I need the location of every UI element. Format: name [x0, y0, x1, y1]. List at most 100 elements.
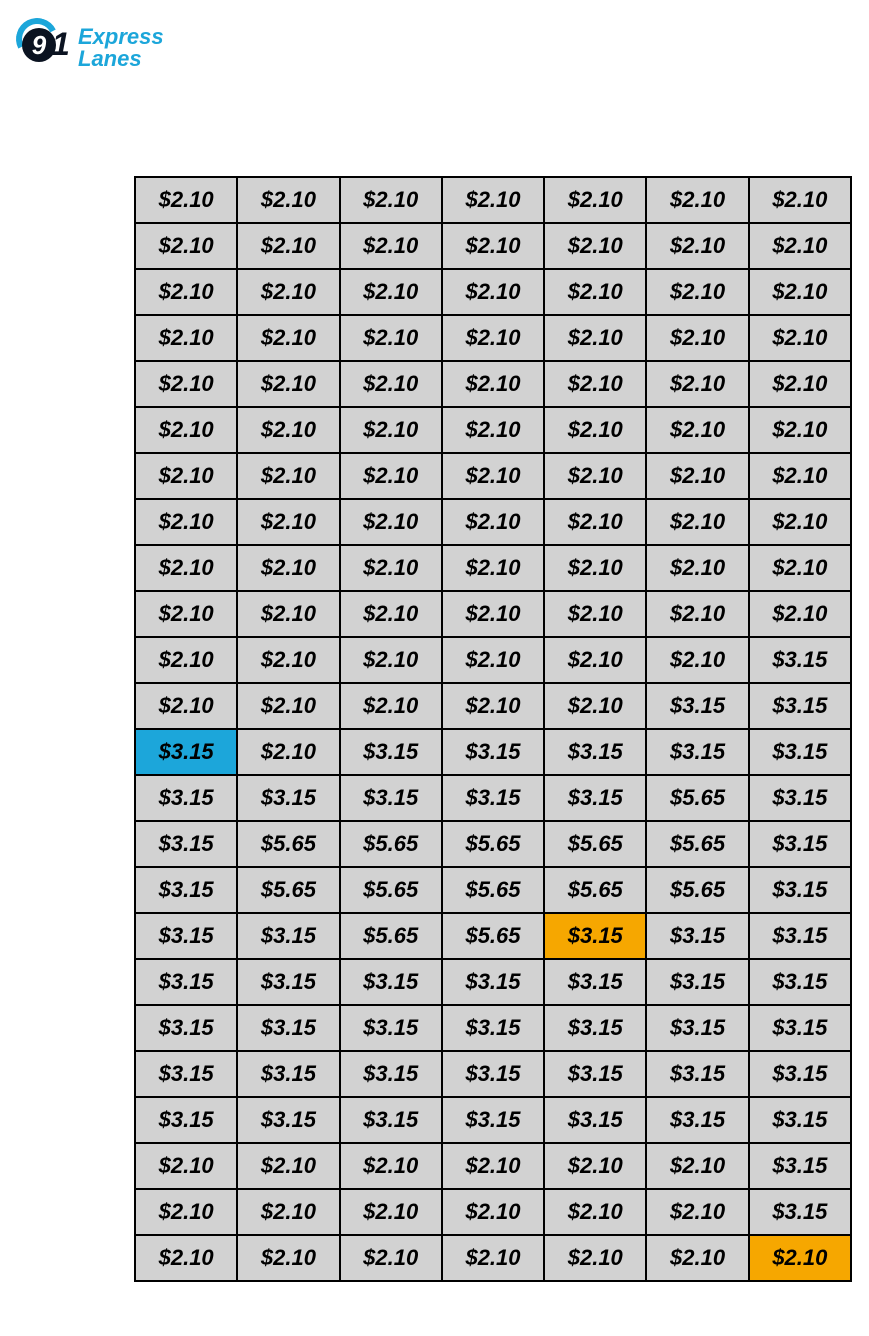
price-cell: $3.15: [544, 959, 646, 1005]
table-row: $3.15$3.15$3.15$3.15$3.15$5.65$3.15: [135, 775, 851, 821]
price-cell: $2.10: [544, 315, 646, 361]
price-cell: $3.15: [646, 729, 748, 775]
price-cell: $2.10: [544, 591, 646, 637]
price-cell: $2.10: [646, 1143, 748, 1189]
price-cell: $2.10: [237, 591, 339, 637]
price-cell: $3.15: [749, 1005, 851, 1051]
price-cell: $2.10: [340, 453, 442, 499]
price-cell: $2.10: [544, 177, 646, 223]
price-cell: $2.10: [237, 729, 339, 775]
price-cell: $3.15: [442, 1051, 544, 1097]
price-cell: $2.10: [237, 177, 339, 223]
price-cell: $2.10: [749, 361, 851, 407]
price-cell: $2.10: [135, 499, 237, 545]
table-row: $2.10$2.10$2.10$2.10$2.10$2.10$3.15: [135, 1189, 851, 1235]
price-cell: $3.15: [237, 1051, 339, 1097]
table-row: $3.15$5.65$5.65$5.65$5.65$5.65$3.15: [135, 821, 851, 867]
price-cell: $3.15: [135, 913, 237, 959]
price-cell: $2.10: [442, 637, 544, 683]
price-cell: $2.10: [442, 315, 544, 361]
price-cell: $2.10: [442, 407, 544, 453]
price-cell: $2.10: [237, 223, 339, 269]
price-cell: $2.10: [749, 177, 851, 223]
price-cell: $2.10: [442, 545, 544, 591]
price-cell: $2.10: [749, 315, 851, 361]
price-cell: $2.10: [340, 407, 442, 453]
price-cell: $3.15: [646, 959, 748, 1005]
price-cell: $2.10: [442, 591, 544, 637]
price-cell: $2.10: [340, 223, 442, 269]
price-cell: $2.10: [135, 683, 237, 729]
price-cell: $5.65: [340, 913, 442, 959]
price-cell: $3.15: [135, 1097, 237, 1143]
price-cell: $2.10: [237, 361, 339, 407]
price-cell: $3.15: [646, 913, 748, 959]
price-cell: $5.65: [442, 867, 544, 913]
price-cell: $3.15: [749, 683, 851, 729]
price-cell: $2.10: [237, 1143, 339, 1189]
price-cell: $3.15: [340, 1097, 442, 1143]
table-row: $2.10$2.10$2.10$2.10$2.10$2.10$2.10: [135, 591, 851, 637]
price-cell: $3.15: [135, 1051, 237, 1097]
price-cell: $5.65: [442, 913, 544, 959]
table-row: $3.15$3.15$5.65$5.65$3.15$3.15$3.15: [135, 913, 851, 959]
price-cell: $3.15: [442, 1005, 544, 1051]
price-cell: $2.10: [544, 1189, 646, 1235]
price-cell: $2.10: [237, 1235, 339, 1281]
brand-logo: 9 1 Express Lanes: [18, 20, 218, 76]
price-cell: $2.10: [237, 545, 339, 591]
price-cell: $2.10: [340, 499, 442, 545]
table-row: $3.15$3.15$3.15$3.15$3.15$3.15$3.15: [135, 959, 851, 1005]
price-cell: $3.15: [749, 637, 851, 683]
price-cell: $2.10: [237, 1189, 339, 1235]
price-cell: $2.10: [544, 223, 646, 269]
price-cell: $2.10: [646, 591, 748, 637]
price-cell: $3.15: [749, 959, 851, 1005]
price-cell: $2.10: [646, 407, 748, 453]
price-cell: $3.15: [749, 1189, 851, 1235]
table-row: $2.10$2.10$2.10$2.10$2.10$2.10$3.15: [135, 1143, 851, 1189]
price-cell: $5.65: [544, 821, 646, 867]
price-cell: $2.10: [544, 1143, 646, 1189]
table-row: $2.10$2.10$2.10$2.10$2.10$2.10$2.10: [135, 1235, 851, 1281]
price-cell: $3.15: [442, 1097, 544, 1143]
table-row: $3.15$5.65$5.65$5.65$5.65$5.65$3.15: [135, 867, 851, 913]
price-cell: $2.10: [749, 545, 851, 591]
table-row: $2.10$2.10$2.10$2.10$2.10$2.10$3.15: [135, 637, 851, 683]
table-row: $2.10$2.10$2.10$2.10$2.10$2.10$2.10: [135, 545, 851, 591]
brand-text: Express Lanes: [78, 26, 164, 70]
price-cell: $2.10: [340, 545, 442, 591]
price-cell: $5.65: [340, 821, 442, 867]
price-cell: $2.10: [749, 269, 851, 315]
price-cell: $5.65: [237, 867, 339, 913]
price-cell: $5.65: [646, 821, 748, 867]
price-cell: $3.15: [749, 729, 851, 775]
price-cell: $2.10: [646, 177, 748, 223]
price-cell: $5.65: [442, 821, 544, 867]
price-cell: $3.15: [749, 821, 851, 867]
brand-line1: Express: [78, 26, 164, 48]
price-cell: $3.15: [340, 1051, 442, 1097]
price-cell: $2.10: [442, 1189, 544, 1235]
price-cell: $3.15: [646, 1005, 748, 1051]
price-cell: $2.10: [442, 499, 544, 545]
price-cell: $2.10: [237, 499, 339, 545]
price-cell: $3.15: [646, 683, 748, 729]
price-cell: $3.15: [646, 1051, 748, 1097]
price-cell: $3.15: [749, 1097, 851, 1143]
price-cell: $2.10: [237, 683, 339, 729]
price-cell: $2.10: [749, 499, 851, 545]
price-cell: $2.10: [340, 591, 442, 637]
price-cell: $3.15: [135, 821, 237, 867]
price-cell: $2.10: [237, 269, 339, 315]
price-cell: $3.15: [442, 775, 544, 821]
price-cell: $3.15: [544, 1051, 646, 1097]
price-cell: $2.10: [646, 545, 748, 591]
price-cell: $2.10: [340, 269, 442, 315]
table-row: $3.15$2.10$3.15$3.15$3.15$3.15$3.15: [135, 729, 851, 775]
price-cell: $2.10: [544, 1235, 646, 1281]
price-cell: $2.10: [544, 683, 646, 729]
price-cell: $2.10: [340, 683, 442, 729]
table-row: $3.15$3.15$3.15$3.15$3.15$3.15$3.15: [135, 1051, 851, 1097]
price-cell: $2.10: [135, 545, 237, 591]
